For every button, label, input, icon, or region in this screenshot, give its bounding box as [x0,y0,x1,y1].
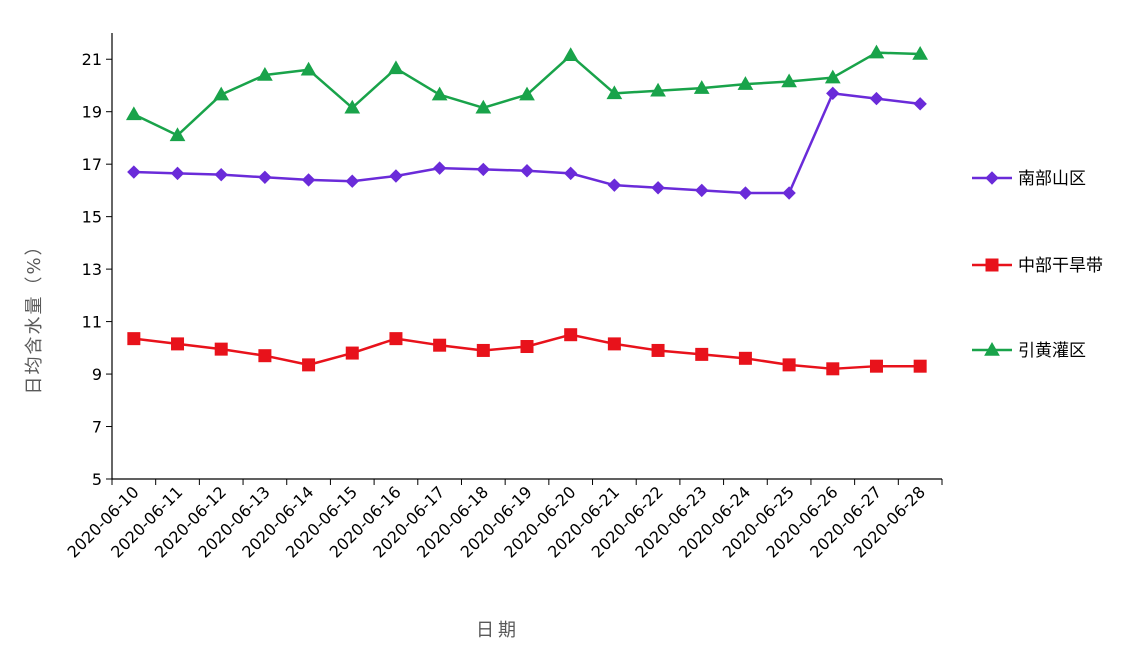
series-2-point [258,349,272,363]
legend-item-2: 中部干旱带 [972,256,1103,276]
series-1-point [301,173,316,187]
y-tick-label: 15 [82,208,102,227]
series-3-point [868,44,885,59]
y-axis-title: 日均含水量（%） [24,235,45,394]
x-axis-title: 日期 [476,620,520,641]
series-1-point [258,170,272,185]
series-2-point [564,328,578,342]
series-3-point [475,99,492,114]
axes: 5791113151719212020-06-102020-06-112020-… [63,33,943,562]
series-2-point [607,337,621,351]
y-tick-label: 13 [82,260,102,279]
series-1 [127,86,927,200]
y-tick-label: 17 [82,155,102,174]
y-tick-label: 19 [82,103,102,122]
legend-swatch-marker [984,341,1000,356]
series-2-point [302,358,316,372]
y-tick-label: 11 [82,313,102,332]
plot-series [125,44,929,376]
series-3-point [213,86,230,101]
series-2-point [345,346,359,360]
series-2-point [389,332,403,346]
series-1-point [607,178,622,192]
series-1-point [170,166,185,181]
series-3-point [562,47,579,62]
series-2 [127,328,927,376]
series-1-point [826,86,840,101]
series-1-line [133,92,921,195]
series-1-point [476,162,491,177]
series-1-point [214,167,228,182]
series-1-point [695,183,709,198]
series-2-point [127,332,141,346]
legend-swatch-marker [985,258,999,272]
legend-label: 南部山区 [1018,169,1086,189]
series-3-point [824,69,841,84]
series-3-point [300,61,317,76]
series-3-point [781,73,797,88]
y-tick-label: 7 [92,418,102,437]
legend-label: 引黄灌区 [1018,341,1086,361]
series-1-point [432,161,447,175]
series-2-point [695,347,709,361]
series-2-point [171,337,185,351]
series-3-point [693,80,710,94]
series-3-point [519,86,535,101]
series-3-point [344,99,361,114]
series-1-point [563,166,578,181]
series-3-point [388,60,404,75]
series-3-point [606,85,623,100]
legend-item-3: 引黄灌区 [972,341,1086,361]
series-1-point [651,181,665,195]
series-3-point [650,82,666,97]
series-3-point [257,66,273,81]
series-2-point [476,343,490,357]
series-3-point [169,127,186,142]
series-2-point [651,343,665,357]
series-2-point [433,338,447,352]
series-3-point [125,106,142,121]
series-2-point [913,359,927,373]
series-2-point [869,359,883,373]
series-2-point [826,362,840,376]
series-1-point [520,164,534,178]
series-1-point [913,97,927,111]
series-1-point [389,169,403,183]
legend-label: 中部干旱带 [1018,256,1103,276]
series-3-point [431,86,448,101]
series-1-point [869,91,884,106]
legend-item-1: 南部山区 [972,169,1086,189]
series-2-point [214,342,228,356]
y-tick-label: 21 [82,50,102,69]
y-tick-label: 9 [92,365,102,384]
series-1-point [345,174,359,188]
series-1-point [127,165,141,179]
series-2-point [782,358,796,372]
series-3 [125,44,929,142]
series-3-point [737,76,754,90]
y-tick-label: 5 [92,470,102,489]
series-3-point [912,45,929,60]
series-2-point [738,351,752,365]
series-1-point [738,186,753,200]
series-1-point [782,186,796,200]
legend-swatch-marker [985,171,999,185]
series-2-point [520,340,534,354]
